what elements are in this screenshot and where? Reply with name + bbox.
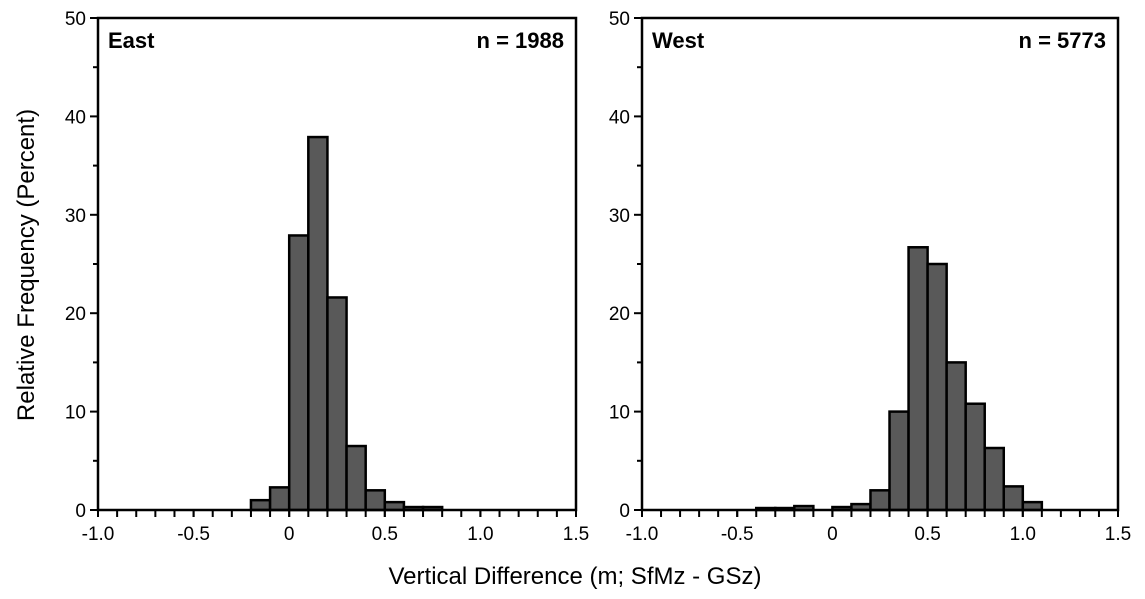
bar-west-11 [964,402,986,512]
y-tick-label-east-2: 20 [65,304,86,325]
bar-west-10 [945,361,967,512]
x-tick-label-east-2: 0 [284,524,295,545]
bar-west-12 [983,446,1006,512]
y-tick-label-west-0: 0 [619,501,630,522]
bar-east-5 [345,444,367,512]
y-tick-label-east-5: 50 [65,9,86,30]
panel-east: -1.0 -0.5 0 0.5 1.0 1.5 0 10 20 30 40 50 East n = 1… [65,9,589,545]
x-tick-label-east-3: 0.5 [372,524,398,545]
y-tick-label-east-4: 40 [65,107,86,128]
ticks-east: -1.0 -0.5 0 0.5 1.0 1.5 0 10 20 30 40 50 [65,9,589,545]
x-tick-label-west-1: -0.5 [721,524,754,545]
sample-size-west: n = 5773 [1019,28,1106,53]
y-axis-title: Relative Frequency (Percent) [13,109,40,421]
bar-west-7 [888,410,910,512]
sample-size-east: n = 1988 [477,28,564,53]
bar-east-1 [268,486,291,512]
x-tick-label-east-0: -1.0 [82,524,115,545]
plot-frame-east [96,16,578,512]
ticks-west: -1.0 -0.5 0 0.5 1.0 1.5 0 10 20 30 40 50 [609,9,1131,545]
bar-west-8 [907,246,929,512]
x-tick-label-west-4: 1.0 [1010,524,1036,545]
x-tick-label-west-2: 0 [827,524,838,545]
panel-west: -1.0 -0.5 0 0.5 1.0 1.5 0 10 20 30 40 50 West n = 5… [609,9,1131,545]
x-axis-title: Vertical Difference (m; SfMz - GSz) [389,563,762,590]
y-tick-label-west-5: 50 [609,9,630,30]
y-tick-label-west-2: 20 [609,304,630,325]
bar-west-13 [1002,485,1025,512]
bar-east-3 [307,135,329,512]
x-tick-label-west-0: -1.0 [626,524,659,545]
bar-east-0 [249,498,272,512]
bars-west [754,246,1044,512]
y-tick-label-east-3: 30 [65,206,86,227]
panel-label-east: East [108,28,155,53]
y-tick-label-west-4: 40 [609,107,630,128]
x-tick-label-west-3: 0.5 [914,524,940,545]
plot-frame-west [640,16,1120,512]
panel-label-west: West [652,28,705,53]
y-tick-label-west-1: 10 [609,403,630,424]
x-tick-label-east-4: 1.0 [467,524,493,545]
x-tick-label-east-5: 1.5 [563,524,589,545]
y-tick-label-east-1: 10 [65,403,86,424]
bar-east-6 [364,489,387,512]
bar-west-9 [926,262,948,512]
y-tick-label-west-3: 30 [609,206,630,227]
bar-east-4 [326,296,348,512]
x-tick-label-east-1: -0.5 [177,524,210,545]
bar-east-2 [287,234,310,512]
bar-west-6 [869,489,891,512]
y-tick-label-east-0: 0 [75,501,86,522]
bars-east [249,135,444,512]
x-tick-label-west-5: 1.5 [1105,524,1131,545]
